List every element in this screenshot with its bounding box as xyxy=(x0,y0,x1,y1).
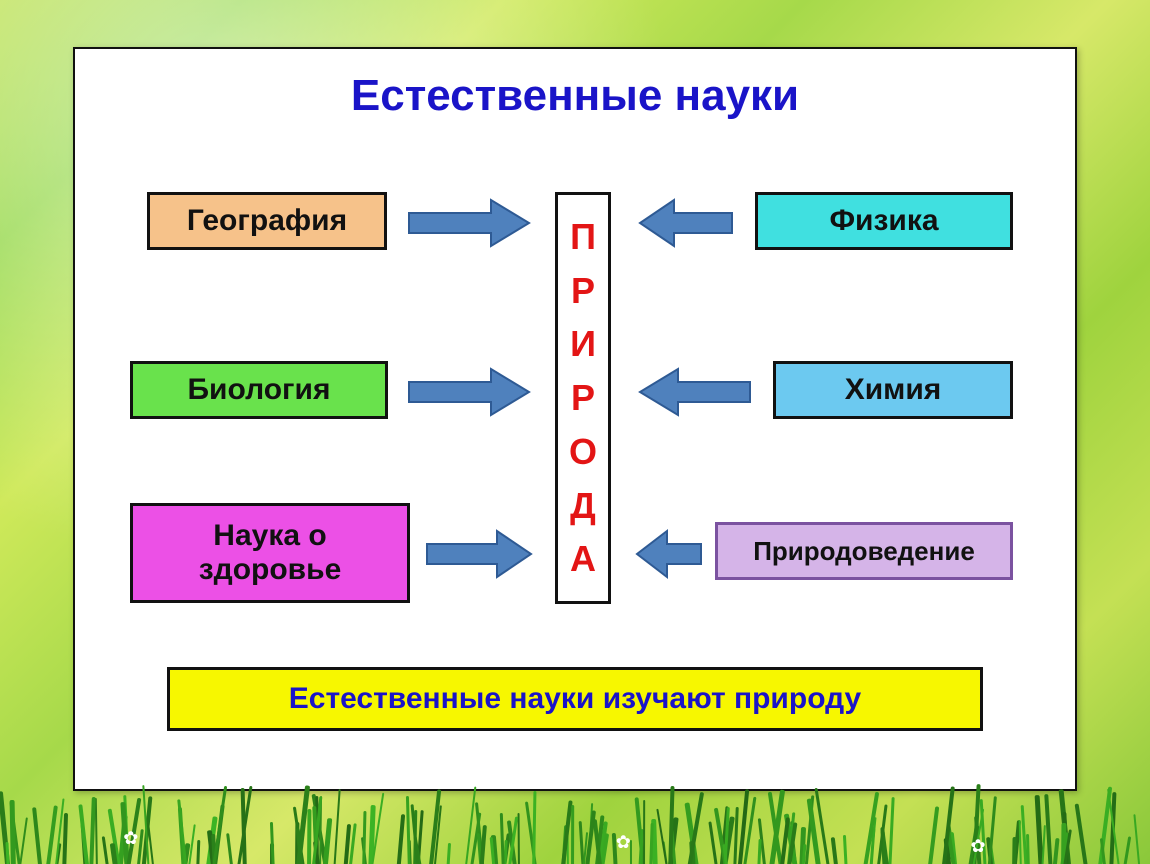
box-physics: Физика xyxy=(755,192,1013,250)
arrow-natstudy xyxy=(633,527,705,581)
diagram-title: Естественные науки xyxy=(75,71,1075,121)
arrow-physics xyxy=(636,196,736,250)
arrow-chemistry xyxy=(636,365,754,419)
center-letter: Р xyxy=(571,273,595,309)
box-natstudy: Природоведение xyxy=(715,522,1013,580)
page-background: Естественные науки География Биология На… xyxy=(0,0,1150,864)
center-letter: Д xyxy=(570,488,596,524)
center-letter: А xyxy=(570,541,596,577)
flower-decor: ✿ xyxy=(123,828,139,844)
arrow-biology xyxy=(405,365,533,419)
arrow-geography xyxy=(405,196,533,250)
diagram-panel: Естественные науки География Биология На… xyxy=(73,47,1077,791)
center-letter: Р xyxy=(571,380,595,416)
box-chemistry: Химия xyxy=(773,361,1013,419)
center-column-priroda: ПРИРОДА xyxy=(555,192,611,604)
flower-decor: ✿ xyxy=(971,836,987,852)
footer-caption: Естественные науки изучают природу xyxy=(167,667,983,731)
flower-decor: ✿ xyxy=(616,832,632,848)
center-letter: И xyxy=(570,326,596,362)
box-biology: Биология xyxy=(130,361,388,419)
box-health: Наука о здоровье xyxy=(130,503,410,603)
arrow-health xyxy=(423,527,535,581)
center-letter: О xyxy=(569,434,597,470)
center-letter: П xyxy=(570,219,596,255)
box-geography: География xyxy=(147,192,387,250)
